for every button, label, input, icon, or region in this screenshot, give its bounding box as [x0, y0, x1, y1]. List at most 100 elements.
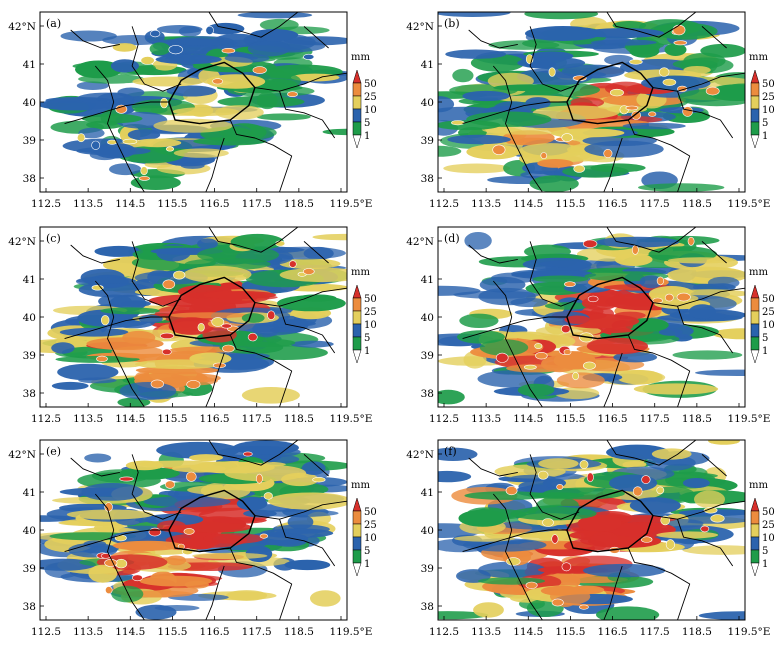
legend-level: 50 — [762, 79, 775, 90]
legend-level: 1 — [364, 559, 370, 570]
x-tick-label: 112.5 — [31, 626, 61, 638]
rain-patch — [708, 277, 740, 289]
legend-swatch — [353, 324, 361, 337]
rain-cell — [496, 353, 508, 362]
legend-swatch — [353, 122, 361, 135]
rain-cell — [574, 165, 585, 172]
rain-patch — [432, 390, 465, 405]
rain-cell — [588, 296, 598, 302]
legend-unit: mm — [749, 267, 768, 278]
x-tick-label: 115.5 — [157, 626, 187, 638]
rain-cell — [541, 153, 547, 159]
legend-level: 10 — [364, 320, 377, 331]
rain-patch — [609, 475, 657, 492]
rain-patch — [38, 99, 112, 110]
rain-patch — [510, 507, 596, 521]
rain-cell — [641, 537, 652, 543]
rain-patch — [511, 475, 556, 481]
rain-cell — [536, 352, 548, 359]
x-tick-label: 117.5 — [640, 198, 670, 210]
legend-swatch-min — [751, 135, 759, 148]
rain-patch — [423, 471, 471, 482]
x-tick-label: 116.5 — [598, 198, 628, 210]
rain-cell — [626, 106, 638, 110]
legend-swatch — [751, 550, 759, 563]
y-tick-label: 39 — [23, 350, 36, 362]
x-tick-label: 119.5°E — [728, 198, 771, 210]
legend-level: 25 — [364, 92, 377, 103]
rain-patch — [126, 461, 164, 471]
panel-label: (f) — [444, 445, 457, 458]
rain-cell — [552, 599, 563, 606]
y-tick-label: 40 — [23, 525, 36, 537]
x-tick-label: 116.5 — [200, 626, 230, 638]
rain-patch — [237, 497, 268, 510]
rain-cell — [579, 605, 588, 609]
legend-swatch — [353, 524, 361, 537]
rain-patch — [584, 141, 663, 158]
rain-cell — [253, 67, 267, 74]
rain-cell — [101, 315, 109, 325]
legend-swatch-min — [751, 563, 759, 576]
rain-patch — [518, 384, 555, 397]
rain-patch — [462, 91, 509, 101]
rain-cell — [564, 349, 571, 354]
rain-cell — [538, 471, 548, 479]
x-tick-label: 119.5°E — [330, 198, 373, 210]
x-tick-label: 119.5°E — [728, 626, 771, 638]
rain-cell — [673, 25, 685, 35]
legend-level: 5 — [364, 118, 370, 129]
rain-patch — [111, 346, 163, 358]
legend-level: 10 — [762, 105, 775, 116]
legend-swatch — [751, 511, 759, 524]
rain-cell — [166, 147, 174, 151]
rain-patch — [638, 183, 724, 191]
rain-cell — [186, 472, 196, 481]
x-tick-label: 116.5 — [598, 626, 628, 638]
legend-swatch — [353, 550, 361, 563]
rain-patch — [452, 69, 473, 82]
x-tick-label: 118.5 — [284, 626, 314, 638]
rain-cell — [92, 141, 100, 150]
x-tick-label: 118.5 — [284, 413, 314, 425]
rain-patch — [60, 328, 129, 337]
rain-patch — [170, 312, 249, 318]
y-tick-label: 40 — [421, 97, 434, 109]
rain-cell — [562, 134, 573, 142]
rain-patch — [557, 372, 605, 388]
rain-patch — [82, 114, 143, 124]
x-tick-label: 113.5 — [471, 198, 501, 210]
rain-cell — [561, 325, 570, 333]
x-tick-label: 112.5 — [31, 413, 61, 425]
legend-swatch-min — [353, 563, 361, 576]
rain-patch — [51, 342, 74, 353]
legend-level: 10 — [364, 533, 377, 544]
rain-cell — [493, 145, 505, 155]
rain-patch — [52, 382, 89, 390]
rain-patch — [100, 307, 160, 314]
rain-patch — [113, 43, 137, 52]
rain-patch — [591, 39, 657, 45]
legend-level: 5 — [762, 333, 768, 344]
legend-swatch — [353, 511, 361, 524]
rain-patch — [297, 294, 337, 301]
rain-cell — [526, 582, 537, 589]
x-tick-label: 116.5 — [200, 413, 230, 425]
x-tick-label: 114.5 — [513, 626, 543, 638]
legend-swatch-max — [353, 70, 361, 83]
x-tick-label: 113.5 — [471, 413, 501, 425]
rain-cell — [248, 333, 257, 341]
x-tick-label: 118.5 — [682, 413, 712, 425]
legend-unit: mm — [749, 52, 768, 63]
x-tick-label: 118.5 — [284, 198, 314, 210]
y-tick-label: 41 — [23, 487, 36, 499]
x-tick-label: 112.5 — [31, 198, 61, 210]
rain-cell — [642, 476, 651, 484]
